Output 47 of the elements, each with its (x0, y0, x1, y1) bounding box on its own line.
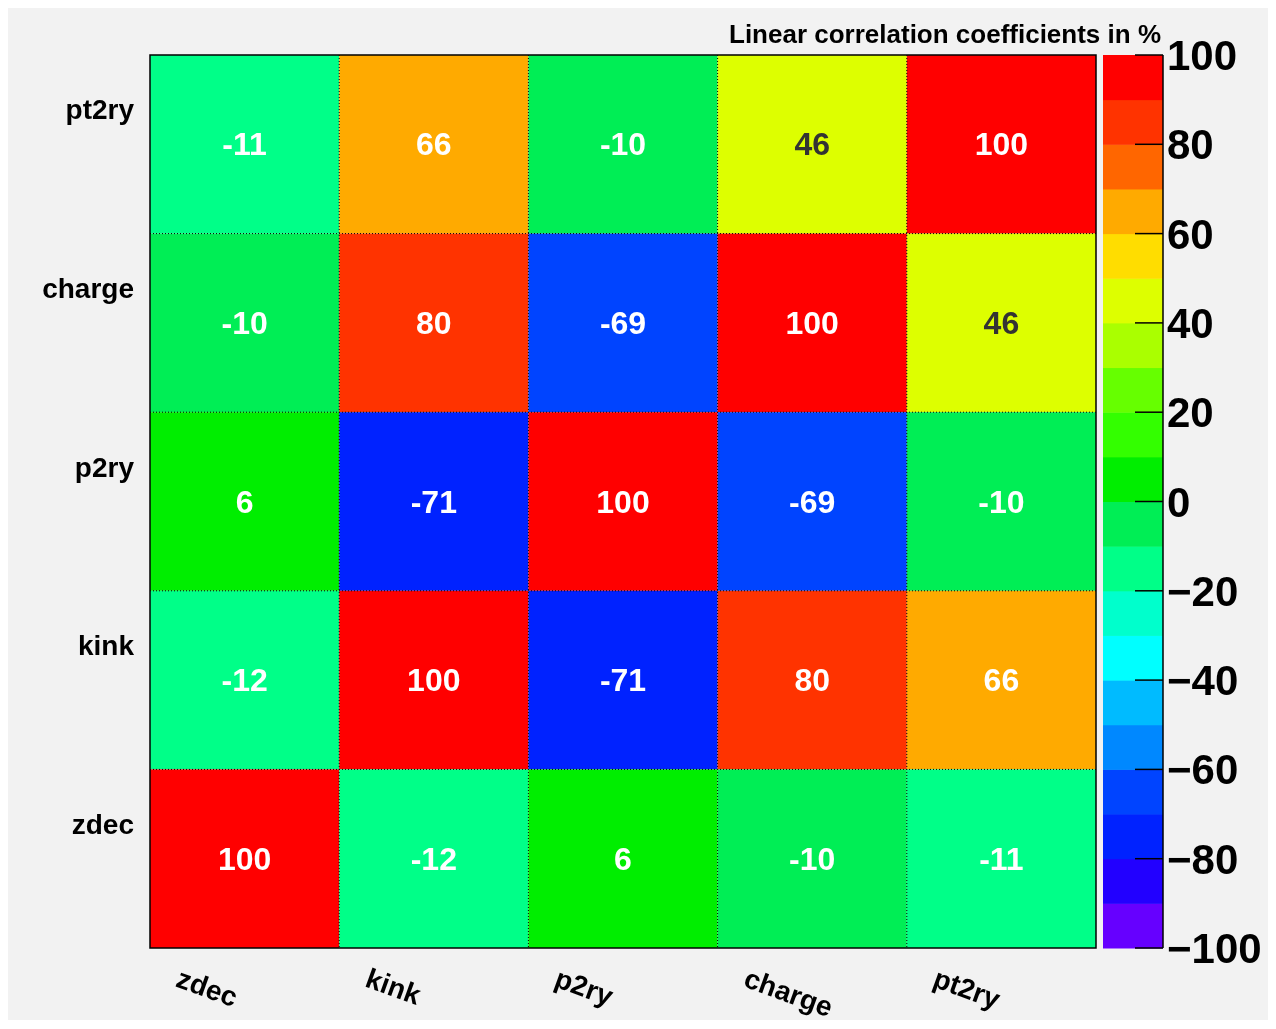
data-label: 6 (235, 483, 254, 520)
x-tick-label: kink (361, 962, 426, 1011)
data-label: -69 (599, 304, 647, 341)
color-bar-label: 60 (1167, 210, 1214, 258)
data-label: 46 (983, 304, 1020, 341)
data-label: 100 (974, 126, 1029, 163)
color-bar-title: Linear correlation coefficients in % (729, 19, 1161, 49)
data-label: -10 (789, 840, 836, 877)
data-label: -12 (410, 840, 457, 877)
data-label: -71 (599, 662, 647, 699)
data-label: -10 (599, 126, 647, 163)
y-tick-label: charge (42, 272, 134, 304)
data-label: 6 (614, 840, 632, 877)
color-bar-label: −60 (1167, 746, 1239, 794)
color-bar-label: 0 (1167, 478, 1191, 526)
data-label: -11 (979, 840, 1024, 877)
y-tick-label: kink (77, 630, 135, 662)
data-label: 100 (217, 840, 272, 877)
x-tick-label: zdec (172, 962, 242, 1013)
data-label: 66 (416, 126, 452, 163)
x-tick-label: p2ry (550, 962, 618, 1013)
color-bar-label: 20 (1167, 389, 1214, 437)
data-label: 80 (794, 662, 830, 699)
data-label: -10 (221, 304, 268, 341)
color-bar-label: −100 (1167, 925, 1262, 972)
color-bar-label: 100 (1167, 32, 1238, 79)
y-tick-label: zdec (71, 808, 134, 840)
y-tick-label: p2ry (74, 451, 135, 483)
data-label: -71 (410, 483, 457, 520)
data-label: -69 (789, 483, 836, 520)
data-label: 80 (416, 304, 452, 341)
x-tick-label: charge (740, 962, 838, 1024)
data-label: 66 (983, 662, 1020, 699)
data-label: -11 (222, 126, 267, 163)
color-bar-label: 80 (1167, 121, 1214, 169)
color-bar-label: 40 (1167, 299, 1214, 347)
color-bar-label: −20 (1167, 567, 1239, 615)
y-tick-label: pt2ry (65, 94, 135, 126)
x-tick-label: pt2ry (929, 962, 1005, 1016)
data-label: 46 (794, 126, 830, 163)
data-label: 100 (596, 483, 650, 520)
data-label: 100 (407, 662, 461, 699)
data-label: 100 (785, 304, 839, 341)
data-label: -10 (978, 483, 1025, 520)
data-label: -12 (221, 662, 268, 699)
color-bar-label: −80 (1167, 835, 1239, 883)
color-bar-label: −40 (1167, 657, 1239, 705)
